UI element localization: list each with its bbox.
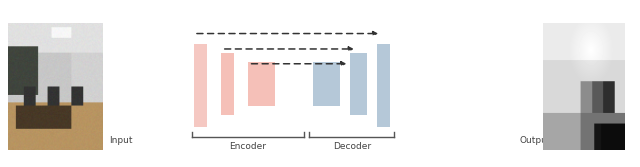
Bar: [248, 62, 275, 106]
Bar: [350, 53, 367, 115]
Text: Encoder: Encoder: [229, 142, 266, 151]
Bar: [376, 44, 390, 127]
Bar: [194, 44, 207, 127]
Bar: [221, 53, 234, 115]
Text: Decoder: Decoder: [333, 142, 371, 151]
Text: Output: Output: [520, 136, 551, 145]
Text: Input: Input: [109, 136, 132, 145]
Bar: [313, 62, 340, 106]
